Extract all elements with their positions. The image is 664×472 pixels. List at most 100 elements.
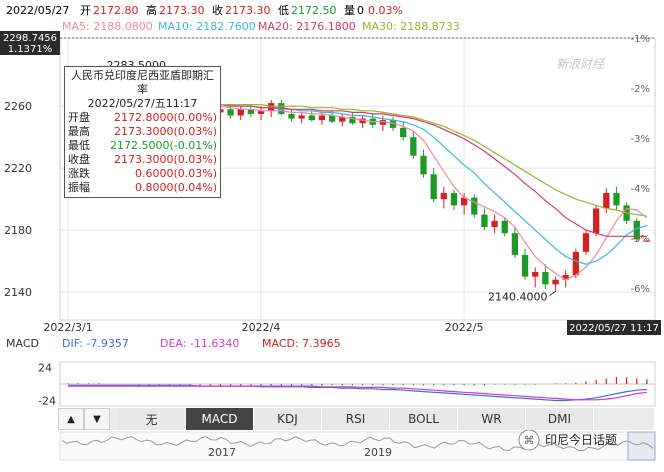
tooltip-row-4: 涨跌 0.6000(0.03%) [68, 167, 217, 181]
crosshair-price-box [0, 31, 60, 55]
crosshair-pct-tag: 1.1371% [8, 44, 53, 55]
candle-body-28 [349, 117, 356, 124]
macd-y-tick-0: 24 [38, 362, 52, 375]
header-volume-label: 量 [344, 4, 355, 17]
macd-title: MACD [6, 337, 39, 350]
tab-wr[interactable]: WR [458, 408, 526, 430]
y-right-tick-2: -3% [631, 134, 650, 145]
candle-body-42 [491, 220, 498, 228]
macd-line-dif [68, 384, 647, 402]
brand-name: 印尼今日话题 [545, 432, 617, 447]
tooltip-row-1: 最高 2173.3000(0.03%) [68, 125, 217, 139]
overview-navigator[interactable] [59, 431, 656, 461]
header-low-label: 低 [278, 4, 289, 17]
header-close: 2173.30 [225, 4, 271, 17]
candle-body-41 [481, 214, 488, 228]
tooltip-datetime: 2022/05/27/五11:17 [87, 97, 198, 110]
candle-body-32 [389, 120, 397, 128]
candle-body-35 [420, 155, 427, 175]
candle-body-51 [582, 233, 590, 252]
header-high: 2173.30 [159, 4, 205, 17]
brand-icon [518, 429, 540, 451]
header-high-label: 高 [146, 3, 157, 17]
y-right-tick-4: -5% [631, 234, 650, 245]
tabs-spacer [110, 408, 118, 430]
crosshair-date-box [567, 320, 661, 335]
candle-body-36 [430, 174, 437, 200]
tooltip-row-label: 最低 [68, 139, 90, 152]
tab-rsi[interactable]: RSI [322, 408, 390, 430]
crosshair-date-tag: 2022/05/27 11:17 [569, 323, 659, 334]
watermark: 新浪财经 [556, 57, 606, 71]
tooltip-row-value: 2173.3000(0.03%) [113, 153, 217, 166]
candle-body-21 [278, 103, 285, 114]
candle-body-56 [633, 220, 640, 240]
y-right-tick-5: -6% [631, 284, 650, 295]
scroll-up-button[interactable]: ▲ [58, 408, 84, 430]
overview-year-2017: 2017 [208, 446, 236, 459]
candle-body-43 [501, 220, 508, 234]
scroll-down-button[interactable]: ▼ [84, 408, 110, 430]
tooltip-title: 人民币兑印度尼西亚盾即期汇率 [71, 69, 214, 96]
tooltip-row-value: 2173.3000(0.03%) [113, 125, 217, 138]
tooltip-row-0: 开盘 2172.8000(0.00%) [68, 111, 217, 125]
tooltip-row-value: 2172.5000(-0.01%) [110, 139, 217, 152]
header-open: 2172.80 [93, 4, 139, 17]
y-right-tick-1: -2% [631, 84, 650, 95]
header-close-label: 收 [212, 3, 223, 17]
candle-body-47 [542, 271, 549, 285]
candle-body-57 [643, 240, 651, 242]
candle-body-16 [227, 109, 234, 116]
y-tick-2: 2220 [4, 162, 32, 175]
low-annotation-pointer [549, 291, 556, 296]
candle-body-52 [592, 208, 600, 234]
y-tick-1: 2180 [4, 224, 32, 237]
tooltip-row-value: 0.8000(0.04%) [134, 181, 217, 194]
candle-body-40 [471, 197, 478, 215]
macd-dif: DIF: -7.9357 [62, 337, 129, 350]
candle-body-54 [613, 192, 620, 206]
tab-无[interactable]: 无 [118, 408, 186, 430]
candle-body-38 [450, 192, 458, 206]
chart-header: 2022/05/27 开 2172.80 高 2173.30 收 2173.30… [6, 3, 403, 17]
tab-kdj[interactable]: KDJ [254, 408, 322, 430]
ma-legend-item-2: MA20: 2176.1800 [258, 20, 356, 33]
macd-line-dea [68, 385, 647, 401]
overview-line [61, 435, 654, 452]
candle-body-24 [308, 115, 315, 121]
header-open-label: 开 [80, 4, 91, 17]
ma-legend-item-1: MA10: 2182.7600 [158, 20, 256, 33]
y-axis-left: 2140 2180 2220 2260 [4, 100, 32, 299]
tab-dmi[interactable]: DMI [526, 408, 594, 430]
indicator-tabs: ▲ ▼ 无 MACD KDJ RSI BOLL WR DMI [58, 408, 654, 430]
tooltip-row-label: 收盘 [68, 153, 90, 166]
candle-body-50 [572, 251, 579, 276]
y-tick-0: 2140 [4, 286, 32, 299]
x-axis: 2022/3/1 2022/4 2022/5 [43, 321, 483, 334]
y-tick-3: 2260 [4, 100, 32, 113]
candle-body-19 [257, 110, 265, 114]
crosshair-price-tag: 2298.7456 [3, 33, 57, 44]
candle-body-34 [410, 137, 417, 156]
candle-body-22 [288, 113, 295, 119]
candle-body-27 [339, 117, 346, 122]
candle-body-33 [400, 127, 407, 138]
candle-body-49 [562, 275, 569, 280]
macd-header: MACD DIF: -7.9357 DEA: -11.6340 MACD: 7.… [6, 337, 341, 350]
macd-bars [67, 377, 648, 387]
candle-body-18 [247, 109, 255, 114]
brand-icon-glyph: ⌘ [524, 434, 535, 447]
ma-legend-item-0: MA5: 2188.0800 [62, 20, 153, 33]
info-tooltip: 人民币兑印度尼西亚盾即期汇率 2022/05/27/五11:17 开盘 2172.… [64, 66, 221, 198]
tab-boll[interactable]: BOLL [390, 408, 458, 430]
tab-macd[interactable]: MACD [186, 408, 254, 430]
header-date: 2022/05/27 [6, 4, 69, 17]
candle-body-53 [603, 192, 610, 209]
overview-year-2019: 2019 [364, 446, 392, 459]
candle-body-44 [511, 233, 519, 255]
candle-body-45 [521, 254, 529, 277]
ma-legend-item-3: MA30: 2188.8733 [362, 20, 460, 33]
overview-window[interactable] [627, 431, 656, 461]
tooltip-row-3: 收盘 2173.3000(0.03%) [68, 153, 217, 167]
